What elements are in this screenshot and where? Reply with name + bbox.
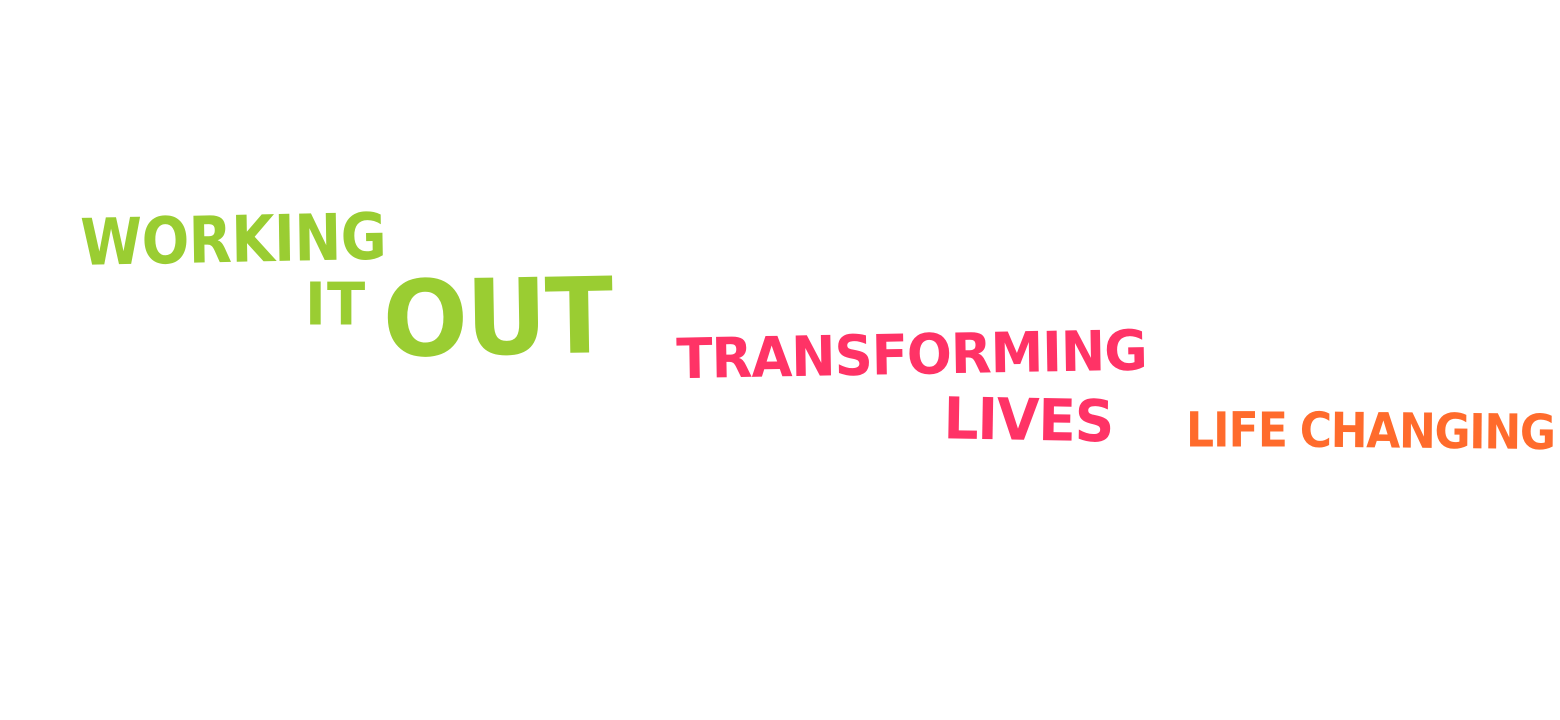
word-lives: LIVES <box>942 384 1114 456</box>
word-it: IT <box>305 270 367 339</box>
word-life: LIFE <box>1186 402 1288 459</box>
word-changing: CHANGING <box>1299 402 1555 462</box>
word-working: WORKING <box>79 200 387 281</box>
word-transforming: TRANSFORMING <box>675 319 1148 392</box>
word-out: OUT <box>381 254 613 382</box>
